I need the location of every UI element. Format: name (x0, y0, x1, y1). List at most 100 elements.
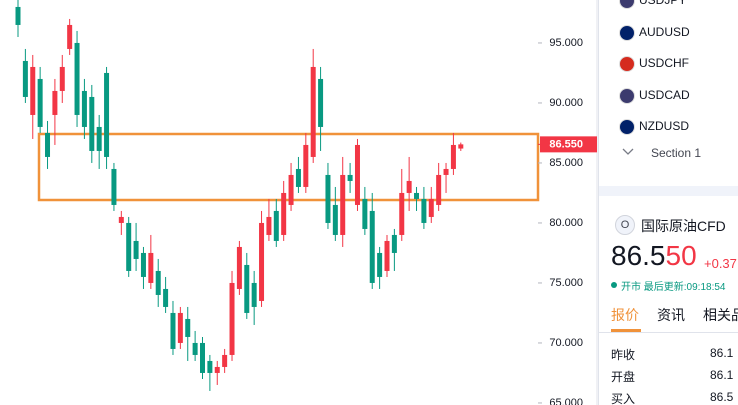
side-panel: USDJPY AUDUSD USDCHF USDCAD NZDUSD Section 1… (598, 0, 738, 405)
y-tick-label: 70.000 (549, 337, 583, 349)
change: +0.37 (704, 256, 737, 271)
candle-body (340, 174, 346, 235)
candle-body (384, 240, 390, 271)
flag-icon (619, 87, 635, 104)
symbol-name: 国际原油CFD (641, 218, 726, 234)
candle-body (318, 78, 324, 127)
candle-body (200, 342, 205, 373)
candle-body (104, 72, 110, 157)
candle-body (214, 366, 220, 373)
candle-body (133, 240, 139, 259)
candle-body (347, 174, 353, 181)
watchlist-item[interactable]: USDJPY (639, 0, 687, 7)
candle-body (391, 234, 397, 253)
watchlist-item[interactable]: AUDUSD (639, 24, 690, 39)
last-price-box (540, 136, 597, 153)
candle-body (325, 174, 331, 223)
candle-body (185, 318, 191, 337)
row-value: 86.1 (710, 346, 734, 360)
y-tick-label: 85.000 (549, 157, 583, 169)
tab[interactable]: 相关品 (703, 307, 738, 323)
candle-body (251, 282, 257, 307)
y-tick-label: 90.000 (549, 97, 583, 109)
candle-body (288, 174, 294, 205)
tab-underline (611, 329, 641, 332)
candle-body (244, 264, 250, 313)
candle-body (310, 66, 316, 157)
candle-body (126, 222, 132, 271)
candle-body (295, 168, 301, 187)
separator (599, 186, 738, 196)
candle-body (450, 144, 456, 169)
candle-body (428, 198, 434, 217)
candle-body (81, 90, 87, 127)
status-dot (611, 282, 617, 288)
watchlist-item[interactable]: USDCAD (639, 87, 690, 102)
y-tick-label: 95.000 (549, 37, 583, 49)
candle-body (443, 168, 449, 175)
candle-body (177, 312, 183, 343)
flag-icon (619, 56, 635, 72)
section-label[interactable]: Section 1 (651, 146, 702, 160)
candle-body (259, 222, 265, 301)
candle-body (436, 174, 442, 205)
status: 开市 最后更新:09:18:54 (621, 282, 726, 293)
candle-body (148, 252, 154, 283)
price-tail: 50 (665, 240, 697, 271)
candle-body (273, 210, 279, 241)
candle-body (45, 132, 51, 157)
candle-body (170, 312, 176, 349)
candle-body (37, 78, 43, 127)
candle-body (362, 198, 368, 229)
candle-body (163, 288, 169, 307)
candle-body (421, 198, 427, 223)
candle-body (406, 180, 412, 193)
flag-icon (619, 0, 635, 9)
candle-body (399, 192, 405, 235)
tab[interactable]: 报价 (611, 307, 639, 323)
tab-border (599, 332, 738, 333)
candle-body (74, 42, 80, 115)
candle-body (192, 342, 198, 355)
chart: 65.000 70.000 75.000 80.000 85.000 90.000 95.0… (15, 0, 598, 405)
candle-body (111, 168, 117, 205)
candle-body (89, 96, 95, 151)
candle-body (354, 144, 360, 205)
candle-body (59, 66, 65, 91)
row-label: 买入 (611, 392, 636, 405)
candle-body (96, 126, 102, 151)
candle-body (332, 204, 338, 235)
flag-icon (619, 24, 635, 41)
candle-body (369, 210, 375, 283)
candle-body (266, 216, 272, 235)
last-price-label: 86.550 (549, 138, 583, 150)
chevron[interactable] (621, 146, 635, 158)
flag-icon (619, 119, 635, 135)
y-tick-label: 75.000 (549, 277, 583, 289)
candle-body (222, 354, 228, 367)
range-box (37, 132, 540, 202)
row-value: 86.1 (710, 368, 734, 382)
candle-body (30, 66, 36, 115)
candle-body (118, 216, 124, 223)
candle-body (236, 246, 242, 289)
symbol-icon: O (615, 215, 635, 235)
watchlist-item[interactable]: USDCHF (639, 56, 689, 70)
row-label: 昨收 (611, 348, 636, 362)
tab[interactable]: 资讯 (657, 307, 685, 323)
candle-body (155, 270, 161, 295)
candle-body (414, 192, 420, 199)
watchlist-item[interactable]: NZDUSD (639, 119, 689, 133)
row-value: 86.5 (710, 390, 734, 404)
candle-body (303, 144, 309, 187)
price: 86.550 (611, 240, 697, 272)
candle-body (67, 24, 73, 49)
candle-body (207, 360, 213, 373)
price-main: 86.5 (611, 240, 666, 271)
candle-body (458, 144, 464, 149)
candle-body (52, 90, 58, 115)
candle-body (281, 192, 287, 235)
candle-body (377, 252, 383, 277)
y-tick-label: 65.000 (549, 397, 583, 405)
